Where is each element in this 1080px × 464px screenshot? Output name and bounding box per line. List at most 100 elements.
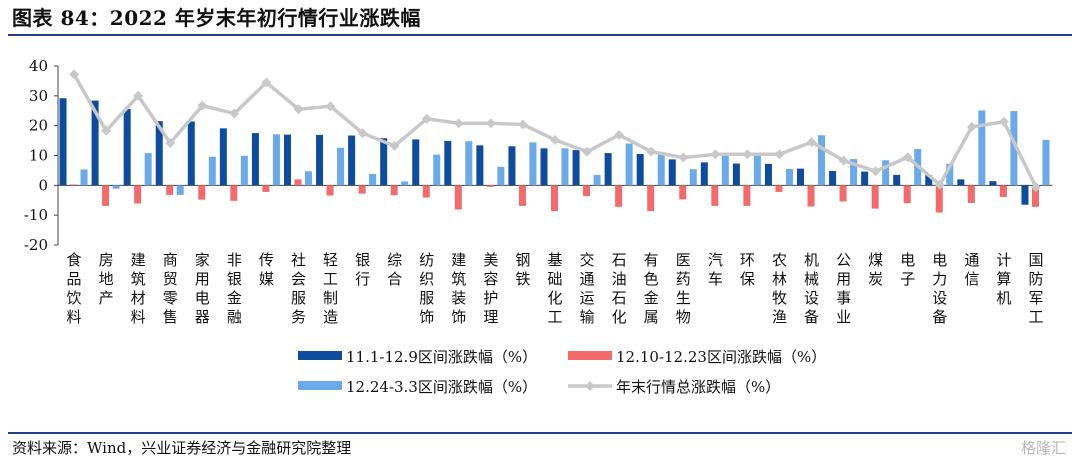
bar-11-1-12-9	[861, 171, 869, 186]
bar-11-1-12-9	[668, 159, 676, 186]
bar-12-10-12-23	[647, 185, 655, 211]
line-total-marker	[806, 137, 817, 148]
bar-12-24-3-3	[529, 142, 537, 186]
line-total-marker	[357, 128, 368, 139]
line-total-marker	[517, 119, 528, 130]
line-total-marker	[614, 129, 625, 140]
source-note: 资料来源：Wind，兴业证券经济与金融研究院整理	[12, 439, 352, 457]
bar-12-24-3-3	[593, 174, 601, 186]
bar-11-1-12-9	[540, 148, 548, 186]
bar-12-24-3-3	[721, 154, 729, 186]
line-total-marker	[902, 152, 913, 163]
bar-12-24-3-3	[785, 168, 793, 186]
bar-11-1-12-9	[604, 153, 612, 186]
bar-12-24-3-3	[689, 169, 697, 186]
bar-12-24-3-3	[818, 135, 826, 186]
bar-12-10-12-23	[70, 184, 78, 186]
line-total	[72, 73, 1038, 188]
bar-12-10-12-23	[999, 185, 1007, 197]
x-tick-label: 有色金属	[644, 251, 659, 326]
x-tick-label: 商贸零售	[163, 251, 178, 326]
x-tick-label: 交通运输	[580, 251, 595, 326]
x-tick-label: 食品饮料	[67, 251, 82, 326]
bar-12-10-12-23	[454, 185, 462, 210]
bar-11-1-12-9	[829, 171, 837, 186]
bar-11-1-12-9	[1021, 185, 1029, 205]
bar-12-10-12-23	[871, 185, 879, 209]
bar-12-10-12-23	[422, 185, 430, 198]
bar-11-1-12-9	[764, 163, 772, 186]
legend-label: 11.1-12.9区间涨跌幅（%）	[346, 348, 537, 366]
bar-12-10-12-23	[935, 185, 943, 213]
bar-12-24-3-3	[272, 134, 280, 186]
y-tick-label: 20	[29, 117, 48, 135]
bar-12-24-3-3	[304, 171, 312, 186]
bar-12-24-3-3	[497, 166, 505, 186]
x-tick-label: 社会服务	[291, 251, 306, 326]
bar-12-10-12-23	[583, 185, 591, 197]
bar-12-10-12-23	[326, 185, 334, 196]
bar-12-24-3-3	[80, 169, 88, 186]
watermark-logo: 格隆汇	[1020, 439, 1066, 457]
x-tick-label: 家用电器	[195, 251, 210, 326]
bar-12-10-12-23	[807, 185, 815, 207]
bar-12-10-12-23	[262, 185, 270, 192]
bar-11-1-12-9	[572, 150, 580, 186]
x-tick-label: 汽车	[708, 251, 723, 288]
y-tick-label: -10	[24, 206, 48, 224]
line-total-marker	[550, 135, 560, 145]
x-tick-label: 石油石化	[612, 251, 627, 326]
title-rule	[8, 34, 1072, 36]
bar-12-10-12-23	[198, 185, 206, 200]
bar-12-24-3-3	[112, 185, 120, 189]
bar-12-10-12-23	[775, 185, 783, 192]
bar-11-1-12-9	[219, 128, 227, 186]
bar-12-24-3-3	[850, 159, 858, 186]
line-total-marker	[742, 149, 753, 160]
line-total-marker	[998, 116, 1009, 127]
bar-11-1-12-9	[925, 175, 933, 186]
bar-12-24-3-3	[401, 181, 409, 186]
bar-11-1-12-9	[123, 108, 131, 186]
legend-label: 12.24-3.3区间涨跌幅（%）	[346, 378, 537, 396]
y-tick-label: 30	[29, 87, 48, 105]
x-tick-label: 纺织服饰	[419, 251, 434, 326]
legend-swatch-marker	[585, 381, 595, 391]
bar-12-10-12-23	[615, 185, 623, 207]
bar-12-10-12-23	[1031, 185, 1039, 207]
bar-12-24-3-3	[465, 141, 473, 186]
x-tick-label: 建筑装饰	[451, 251, 466, 326]
line-total-marker	[838, 155, 849, 166]
bar-11-1-12-9	[348, 135, 356, 186]
bar-12-10-12-23	[743, 185, 751, 206]
y-tick-label: 0	[38, 176, 48, 194]
line-total-marker	[197, 100, 208, 111]
line-total-marker	[710, 149, 721, 160]
bar-12-10-12-23	[679, 185, 687, 200]
bar-11-1-12-9	[636, 154, 644, 186]
y-tick-label: -20	[24, 236, 48, 254]
line-total-marker	[966, 121, 977, 132]
legend-swatch	[568, 351, 612, 360]
bar-12-24-3-3	[240, 155, 248, 186]
bar-12-10-12-23	[390, 185, 398, 196]
bar-11-1-12-9	[155, 121, 163, 186]
bar-12-24-3-3	[337, 147, 345, 186]
x-tick-label: 房地产	[99, 251, 114, 307]
legend-swatch	[298, 381, 342, 390]
bar-12-24-3-3	[625, 143, 633, 186]
line-total-marker	[582, 146, 593, 157]
x-tick-label: 农林牧渔	[772, 251, 787, 326]
bar-12-24-3-3	[561, 148, 569, 186]
bar-11-1-12-9	[893, 174, 901, 186]
line-total-marker	[934, 179, 945, 190]
bar-12-24-3-3	[978, 110, 986, 186]
x-tick-label: 基础化工	[547, 251, 562, 326]
legend-label: 年末行情总涨跌幅（%）	[616, 378, 780, 396]
bar-11-1-12-9	[508, 146, 516, 186]
line-total-marker	[229, 108, 240, 119]
line-total-marker	[1031, 182, 1041, 193]
bar-11-1-12-9	[59, 98, 67, 186]
bar-12-10-12-23	[711, 185, 719, 206]
line-total-marker	[165, 138, 176, 148]
